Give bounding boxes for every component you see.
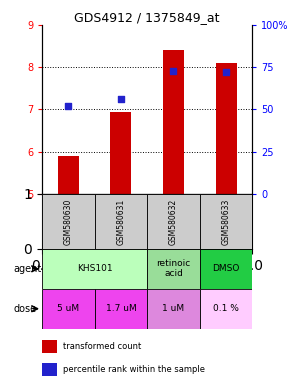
Text: 5 uM: 5 uM bbox=[57, 304, 79, 313]
Bar bbox=[42, 340, 57, 353]
Point bbox=[171, 68, 176, 74]
Bar bbox=[110, 112, 131, 194]
Text: 1.7 uM: 1.7 uM bbox=[106, 304, 136, 313]
FancyBboxPatch shape bbox=[42, 194, 95, 249]
FancyBboxPatch shape bbox=[147, 289, 200, 329]
Text: DMSO: DMSO bbox=[212, 264, 240, 273]
Text: KHS101: KHS101 bbox=[77, 264, 113, 273]
FancyBboxPatch shape bbox=[147, 249, 200, 289]
Text: retinoic
acid: retinoic acid bbox=[156, 259, 191, 278]
Text: GSM580631: GSM580631 bbox=[116, 198, 125, 245]
Text: GSM580632: GSM580632 bbox=[169, 198, 178, 245]
FancyBboxPatch shape bbox=[200, 194, 252, 249]
Text: percentile rank within the sample: percentile rank within the sample bbox=[63, 365, 205, 374]
Text: 1 uM: 1 uM bbox=[162, 304, 184, 313]
Text: GSM580630: GSM580630 bbox=[64, 198, 73, 245]
Text: agent: agent bbox=[13, 264, 41, 274]
Title: GDS4912 / 1375849_at: GDS4912 / 1375849_at bbox=[75, 11, 220, 24]
Bar bbox=[58, 156, 79, 194]
FancyBboxPatch shape bbox=[147, 194, 200, 249]
Point bbox=[66, 103, 71, 109]
Point bbox=[119, 96, 123, 103]
Text: GSM580633: GSM580633 bbox=[222, 198, 231, 245]
FancyBboxPatch shape bbox=[42, 289, 95, 329]
Text: transformed count: transformed count bbox=[63, 342, 141, 351]
FancyBboxPatch shape bbox=[200, 289, 252, 329]
Bar bbox=[42, 363, 57, 376]
FancyBboxPatch shape bbox=[95, 289, 147, 329]
Bar bbox=[215, 63, 237, 194]
FancyBboxPatch shape bbox=[95, 194, 147, 249]
FancyBboxPatch shape bbox=[200, 249, 252, 289]
Point bbox=[224, 69, 228, 75]
Text: dose: dose bbox=[13, 304, 36, 314]
Text: 0.1 %: 0.1 % bbox=[213, 304, 239, 313]
Bar bbox=[163, 50, 184, 194]
FancyBboxPatch shape bbox=[42, 249, 147, 289]
